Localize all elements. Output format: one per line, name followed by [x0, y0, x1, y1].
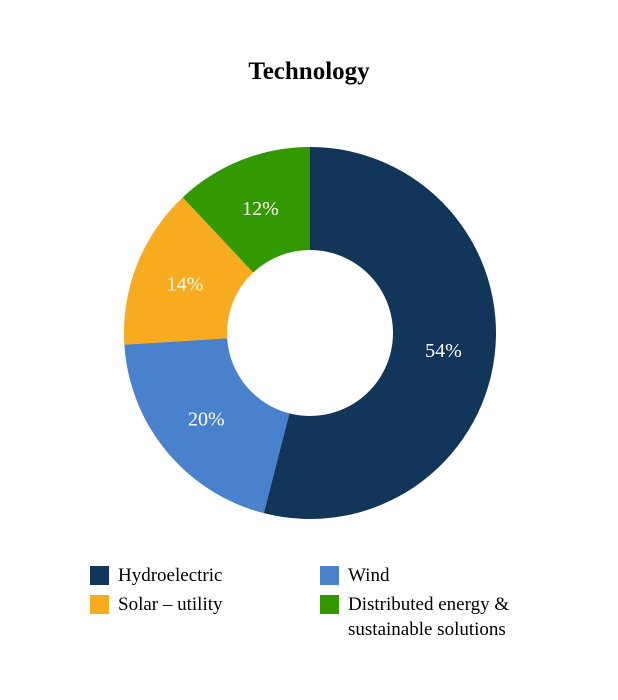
slice-label-hydroelectric: 54%	[425, 340, 462, 362]
donut-chart: 54% 20% 14% 12%	[124, 147, 496, 519]
legend-swatch-wind	[320, 566, 339, 585]
slice-wind	[124, 338, 290, 514]
legend-swatch-hydroelectric	[90, 566, 109, 585]
legend-label-solar-utility: Solar – utility	[118, 594, 223, 615]
slice-label-solar-utility: 14%	[167, 273, 204, 295]
slice-label-distributed-energy-sustainable-solutions: 12%	[242, 198, 279, 220]
legend-item-solar-utility: Solar – utility	[90, 592, 320, 642]
legend-swatch-distributed-energy	[320, 595, 339, 614]
legend-label-wind: Wind	[348, 565, 390, 586]
slice-solar-utility	[124, 197, 254, 345]
legend-item-distributed-energy: Distributed energy & sustainable solutio…	[320, 592, 560, 642]
chart-title: Technology	[248, 58, 370, 85]
chart-legend: Hydroelectric Wind Solar – utility Distr…	[90, 563, 560, 642]
legend-label-hydroelectric: Hydroelectric	[118, 565, 223, 586]
legend-item-wind: Wind	[320, 563, 560, 588]
slice-label-wind: 20%	[188, 409, 225, 431]
slice-distributed-energy-sustainable-solutions	[182, 147, 310, 273]
legend-label-distributed-energy: Distributed energy & sustainable solutio…	[348, 594, 510, 640]
legend-item-hydroelectric: Hydroelectric	[90, 563, 320, 588]
legend-swatch-solar-utility	[90, 595, 109, 614]
slice-hydroelectric	[263, 147, 496, 519]
